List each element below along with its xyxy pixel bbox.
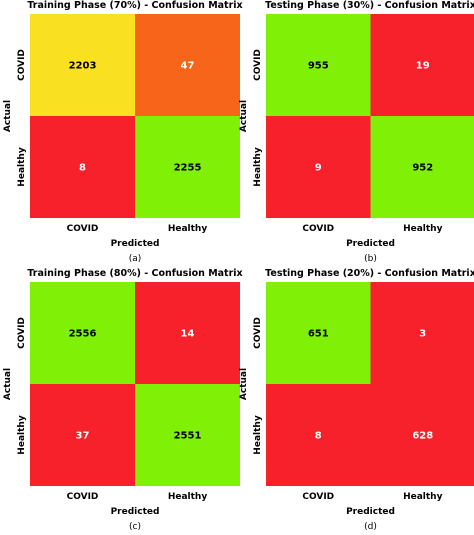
chart-2-x-axis-label: Predicted [346, 239, 395, 249]
chart-2-caption: (b) [364, 254, 377, 264]
chart-2-x-tick-0: COVID [302, 224, 334, 234]
chart-3-cell-value-0-1: 14 [181, 329, 195, 340]
chart-4-cell-value-0-1: 3 [419, 329, 426, 340]
chart-3-y-tick-0: COVID [17, 317, 27, 349]
chart-2-y-tick-0: COVID [253, 49, 263, 81]
chart-4-caption: (d) [364, 522, 377, 531]
chart-4-cell-value-0-0: 651 [308, 329, 329, 340]
chart-3-cell-value-0-0: 2556 [69, 329, 97, 340]
chart-1-cell-value-1-0: 8 [79, 163, 86, 174]
chart-1-x-tick-1: Healthy [168, 224, 208, 234]
chart-4-y-axis-label: Actual [239, 368, 249, 400]
chart-4-y-tick-0: COVID [253, 317, 263, 349]
chart-1-x-tick-0: COVID [67, 224, 99, 234]
chart-1-x-axis-label: Predicted [111, 239, 160, 249]
chart-1-y-axis-label: Actual [3, 100, 13, 132]
chart-4-y-tick-1: Healthy [253, 415, 263, 455]
chart-1-cell-value-1-1: 2255 [174, 163, 202, 174]
chart-2-y-axis-label: Actual [239, 100, 249, 132]
chart-4-cell-value-1-1: 628 [412, 431, 433, 442]
chart-2-x-tick-1: Healthy [403, 224, 443, 234]
chart-1-y-tick-1: Healthy [17, 147, 27, 187]
chart-3-y-tick-1: Healthy [17, 415, 27, 455]
chart-2-cell-value-1-1: 952 [412, 163, 433, 174]
chart-3-cell-value-1-1: 2551 [174, 431, 202, 442]
chart-2-cell-value-0-0: 955 [308, 61, 329, 72]
chart-3-y-axis-label: Actual [3, 368, 13, 400]
chart-3-caption: (c) [129, 522, 141, 531]
chart-4-cell-value-1-0: 8 [315, 431, 322, 442]
chart-1-caption: (a) [129, 254, 142, 264]
chart-3-x-tick-1: Healthy [168, 492, 208, 502]
chart-1-title: Training Phase (70%) - Confusion Matrix [27, 0, 242, 11]
chart-4-x-tick-1: Healthy [403, 492, 443, 502]
chart-1-cell-value-0-0: 2203 [69, 61, 97, 72]
chart-4-x-tick-0: COVID [302, 492, 334, 502]
chart-3-title: Training Phase (80%) - Confusion Matrix [27, 268, 242, 279]
chart-2-y-tick-1: Healthy [253, 147, 263, 187]
chart-3-x-tick-0: COVID [67, 492, 99, 502]
chart-4-x-axis-label: Predicted [346, 507, 395, 517]
chart-2-cell-value-0-1: 19 [416, 61, 430, 72]
chart-3-x-axis-label: Predicted [111, 507, 160, 517]
chart-2-title: Testing Phase (30%) - Confusion Matrix [265, 0, 474, 11]
chart-4-title: Testing Phase (20%) - Confusion Matrix [265, 268, 474, 279]
chart-3-cell-value-1-0: 37 [76, 431, 90, 442]
chart-1-y-tick-0: COVID [17, 49, 27, 81]
chart-2-cell-value-1-0: 9 [315, 163, 322, 174]
chart-1-cell-value-0-1: 47 [181, 61, 195, 72]
